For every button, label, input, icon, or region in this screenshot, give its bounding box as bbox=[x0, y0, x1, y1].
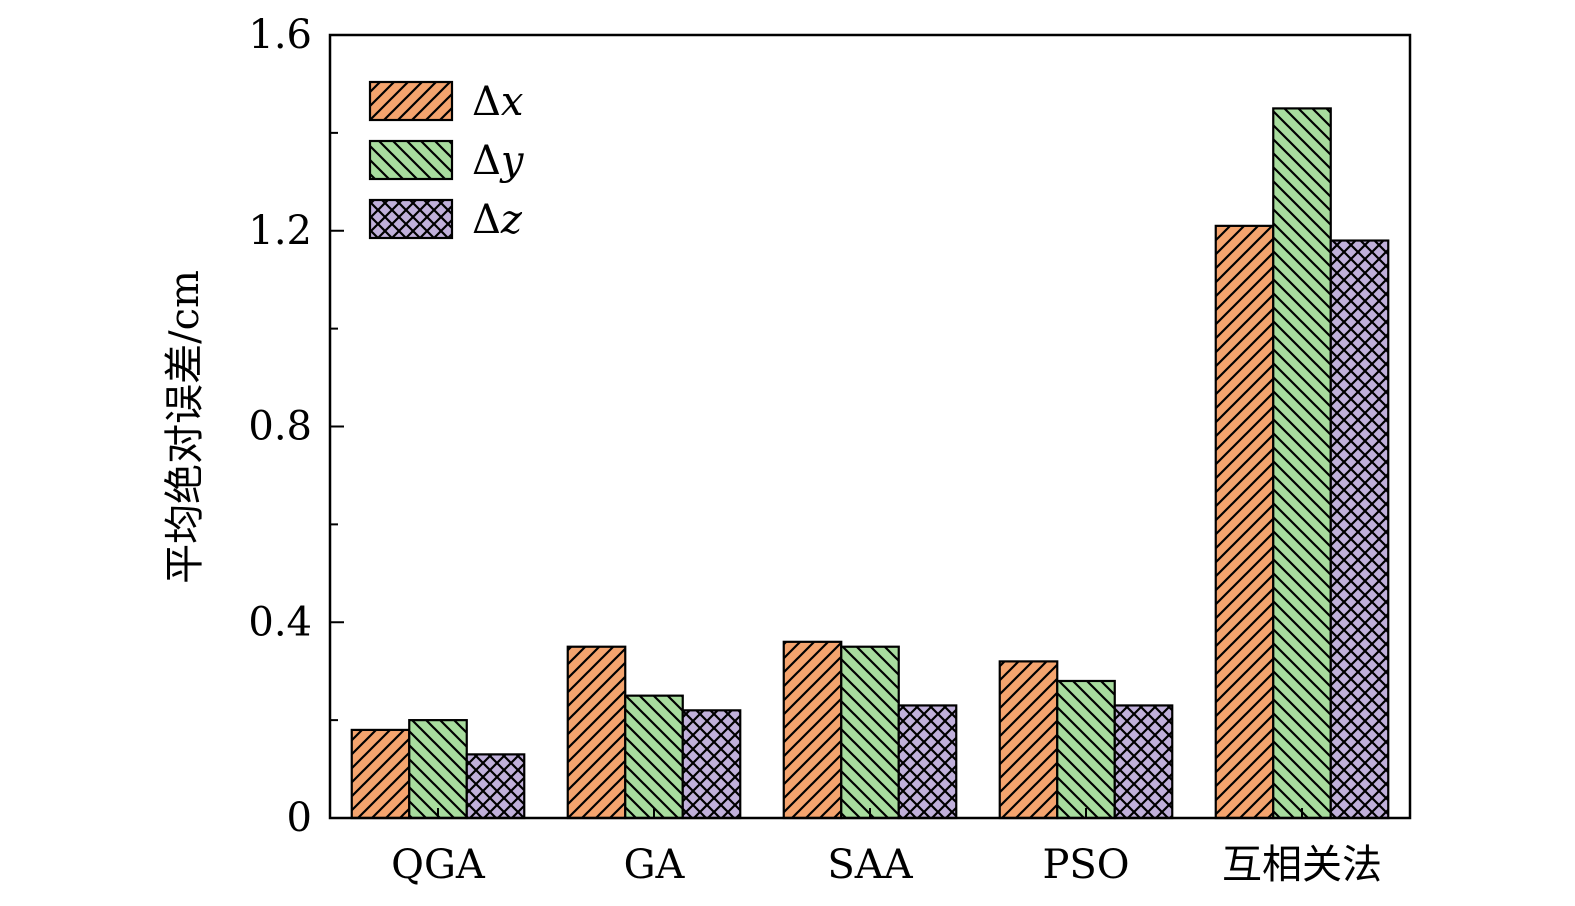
bar-z-4 bbox=[1329, 239, 1390, 820]
legend-label-y: Δy bbox=[472, 138, 525, 184]
legend: Δx Δy Δz bbox=[368, 79, 525, 243]
y-tick-label: 0.8 bbox=[248, 404, 312, 450]
legend-swatch-y bbox=[368, 139, 454, 181]
legend-swatch-x bbox=[368, 80, 454, 122]
x-tick-label: 互相关法 bbox=[1222, 842, 1382, 888]
bar-x-3 bbox=[998, 660, 1059, 820]
y-tick-label: 1.2 bbox=[248, 208, 312, 254]
y-tick-label: 1.6 bbox=[248, 12, 312, 58]
x-tick-label: SAA bbox=[827, 842, 913, 888]
bar-y-4 bbox=[1272, 107, 1332, 820]
x-tick-label: QGA bbox=[391, 842, 486, 888]
bars-layer bbox=[350, 107, 1390, 820]
bar-z-0 bbox=[465, 753, 526, 820]
bar-x-2 bbox=[782, 640, 843, 820]
bar-y-2 bbox=[840, 645, 900, 820]
bar-y-1 bbox=[624, 694, 684, 820]
y-tick-label: 0.4 bbox=[248, 599, 312, 645]
bar-x-1 bbox=[566, 645, 627, 820]
bar-x-4 bbox=[1214, 224, 1275, 820]
bar-z-3 bbox=[1113, 704, 1174, 820]
bar-y-3 bbox=[1056, 679, 1116, 820]
legend-swatch-z bbox=[368, 198, 454, 240]
y-tick-label: 0 bbox=[287, 795, 312, 841]
x-tick-label: GA bbox=[624, 842, 686, 888]
bar-x-0 bbox=[350, 728, 411, 820]
bar-y-0 bbox=[408, 719, 468, 820]
legend-label-x: Δx bbox=[472, 79, 523, 125]
bar-z-1 bbox=[681, 709, 742, 820]
y-axis-title: 平均绝对误差/cm bbox=[162, 270, 208, 584]
legend-label-z: Δz bbox=[472, 197, 523, 243]
x-axis: QGA GA SAA PSO 互相关法 bbox=[391, 808, 1382, 888]
bar-z-2 bbox=[897, 704, 958, 820]
x-tick-label: PSO bbox=[1042, 842, 1129, 888]
y-axis: 0 0.4 0.8 1.2 1.6 bbox=[248, 12, 344, 841]
